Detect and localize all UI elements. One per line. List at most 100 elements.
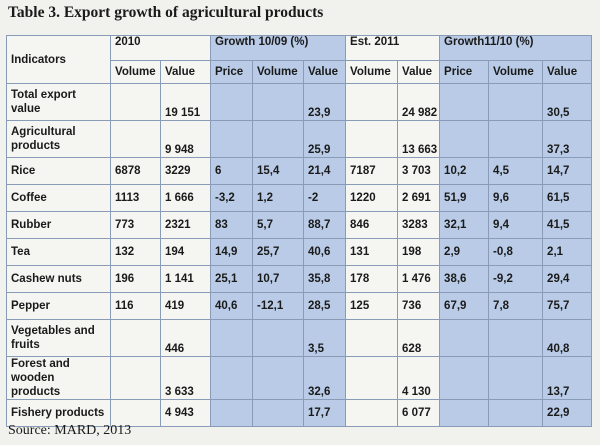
header-g2-value: Value [542,60,593,84]
table-cell [252,356,304,400]
table-row: Coffee 1113 1 666 -3,2 1,2 -2 1220 2 691 51,9 9,6… [6,184,593,212]
table-cell: 75,7 [542,292,593,320]
table-cell: 1220 [345,184,399,212]
table-cell: 2321 [160,211,211,239]
header-g1-value: Value [302,60,347,84]
table-cell [210,356,253,400]
table-cell: 198 [397,238,441,266]
table-cell: 10,7 [252,265,304,293]
header-2011-value: Value [397,60,441,84]
table-cell [110,120,161,158]
row-label: Tea [6,238,111,266]
header-2011-volume: Volume [345,60,399,84]
header-2010: 2010 [110,35,211,61]
row-label: Rubber [6,211,111,239]
table-cell [439,399,490,427]
table-cell [345,319,399,357]
table-cell [345,120,399,158]
table-cell: 21,4 [302,157,347,185]
table-cell: 132 [110,238,161,266]
header-g1-price: Price [210,60,253,84]
table-cell: 125 [345,292,399,320]
header-g2-volume: Volume [488,60,544,84]
table-cell [252,83,304,121]
row-label: Agricultural products [6,120,111,158]
header-g1-volume: Volume [252,60,304,84]
table-cell: 38,6 [439,265,490,293]
header-2010-value: Value [160,60,211,84]
table-cell [252,399,304,427]
table-cell: 5,7 [252,211,304,239]
header-est-2011: Est. 2011 [345,35,441,61]
table-cell: 61,5 [542,184,593,212]
table-cell [210,83,253,121]
table-cell: 40,8 [542,319,593,357]
row-label: Rice [6,157,111,185]
table-cell: 37,3 [542,120,593,158]
table-cell [488,356,544,400]
table-cell: 3229 [160,157,211,185]
table-cell: 3 633 [160,356,211,400]
table-cell [252,120,304,158]
table-cell: -9,2 [488,265,544,293]
table-cell: 41,5 [542,211,593,239]
table-cell: 23,9 [302,83,347,121]
table-cell: 7,8 [488,292,544,320]
table-row: Rice 6878 3229 6 15,4 21,4 7187 3 703 10,2 4,5 14,… [6,157,593,185]
table-cell [252,319,304,357]
table-row: Total export value 19 151 23,9 24 982 30,5 [6,83,593,121]
table-cell: 28,5 [302,292,347,320]
table-cell: 9,4 [488,211,544,239]
table-cell: 4,5 [488,157,544,185]
table-cell: 2,1 [542,238,593,266]
table-cell: 24 982 [397,83,441,121]
header-row-sub: Volume Value Price Volume Value Volume V… [7,60,593,84]
table-cell: 32,1 [439,211,490,239]
table-cell: 846 [345,211,399,239]
table-cell: 2 691 [397,184,441,212]
row-label: Vegetables and fruits [6,319,111,357]
table-cell: 419 [160,292,211,320]
table-cell: 22,9 [542,399,593,427]
table-cell [210,120,253,158]
table-cell [488,399,544,427]
table-cell: 14,9 [210,238,253,266]
table-cell [345,399,399,427]
table-row: Vegetables and fruits 446 3,5 628 40,8 [6,319,593,357]
table-cell [488,83,544,121]
table-cell: 194 [160,238,211,266]
table-cell: 13,7 [542,356,593,400]
table-cell [345,83,399,121]
table-row: Tea 132 194 14,9 25,7 40,6 131 198 2,9 -0,8 2,1 [6,238,593,266]
table-cell: 131 [345,238,399,266]
table-cell: 6 077 [397,399,441,427]
table-cell: 4 943 [160,399,211,427]
table-cell: 178 [345,265,399,293]
table-cell [488,319,544,357]
table-cell: 2,9 [439,238,490,266]
table-cell: 1 666 [160,184,211,212]
table-cell: 736 [397,292,441,320]
row-label: Forest and wooden products [6,356,111,400]
table-row: Cashew nuts 196 1 141 25,1 10,7 35,8 178 1 476 3… [6,265,593,293]
table-cell: -0,8 [488,238,544,266]
export-growth-table: Indicators 2010 Growth 10/09 (%) Est. 20… [6,35,593,427]
table-cell: 3,5 [302,319,347,357]
table-cell [110,356,161,400]
table-cell: 14,7 [542,157,593,185]
table-cell: 40,6 [210,292,253,320]
table-cell: 17,7 [302,399,347,427]
table-cell: 40,6 [302,238,347,266]
header-row-groups: Indicators 2010 Growth 10/09 (%) Est. 20… [6,35,593,84]
header-2010-volume: Volume [110,60,161,84]
table-cell: 19 151 [160,83,211,121]
table-cell: 3283 [397,211,441,239]
table-cell: 83 [210,211,253,239]
table-cell: 32,6 [302,356,347,400]
table-title: Table 3. Export growth of agricultural p… [8,4,324,21]
table-cell [439,120,490,158]
table-cell: 30,5 [542,83,593,121]
table-cell: -2 [302,184,347,212]
table-cell: 15,4 [252,157,304,185]
table-row: Agricultural products 9 948 25,9 13 663 37,3 [6,120,593,158]
